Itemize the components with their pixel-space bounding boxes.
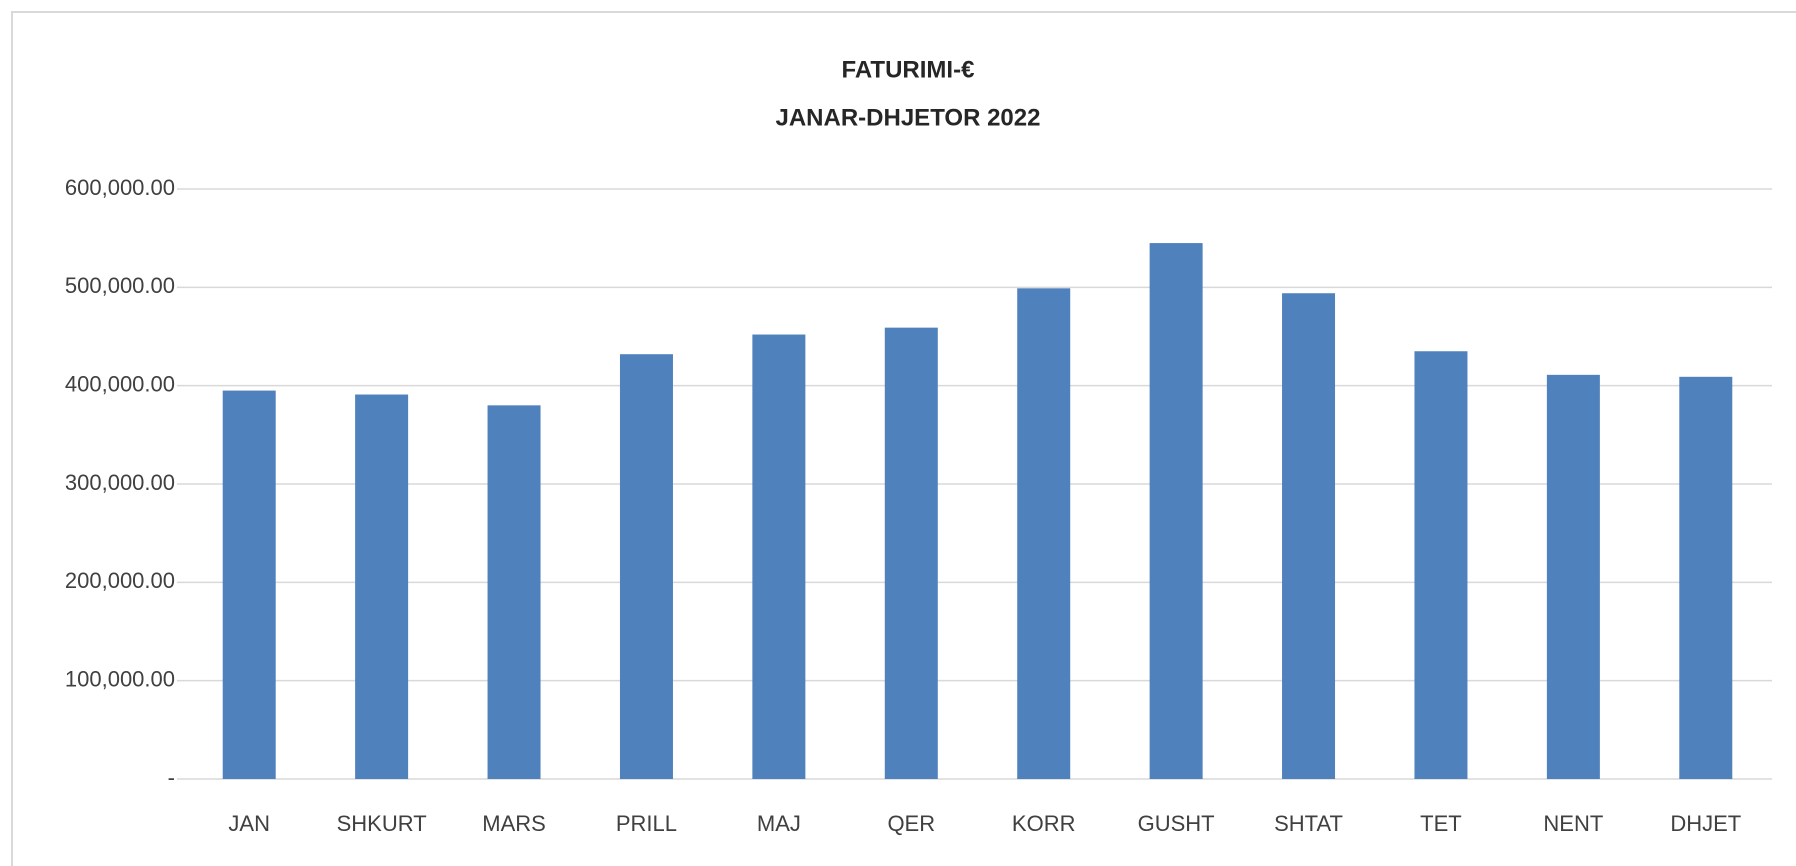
x-tick-label: TET [1420,811,1462,836]
bar [1679,376,1733,779]
chart-title: FATURIMI-€ [842,56,975,83]
bar [619,354,673,779]
x-tick-label: PRILL [616,811,677,836]
y-tick-label: 200,000.00 [65,568,175,593]
x-tick-label: MARS [482,811,546,836]
bar [884,327,938,779]
x-tick-label: DHJET [1670,811,1741,836]
x-tick-label: JAN [228,811,270,836]
y-tick-label: 300,000.00 [65,470,175,495]
bar [487,405,541,779]
y-tick-label: 600,000.00 [65,175,175,200]
x-tick-label: QER [887,811,935,836]
chart-subtitle: JANAR-DHJETOR 2022 [776,104,1041,131]
bar [1017,288,1071,779]
bar [355,394,409,779]
x-tick-label: GUSHT [1138,811,1215,836]
bar [1414,351,1468,779]
x-tick-label: SHTAT [1274,811,1343,836]
x-tick-label: KORR [1012,811,1076,836]
y-tick-label: 400,000.00 [65,371,175,396]
bar [1282,293,1336,779]
x-tick-label: NENT [1543,811,1603,836]
bar [1149,243,1203,780]
bar [1546,374,1600,779]
y-tick-label: 500,000.00 [65,273,175,298]
y-tick-label: 100,000.00 [65,666,175,691]
bar [752,334,806,779]
x-tick-label: SHKURT [337,811,427,836]
x-tick-label: MAJ [757,811,801,836]
bar [222,390,276,779]
y-tick-label: - [168,765,175,790]
